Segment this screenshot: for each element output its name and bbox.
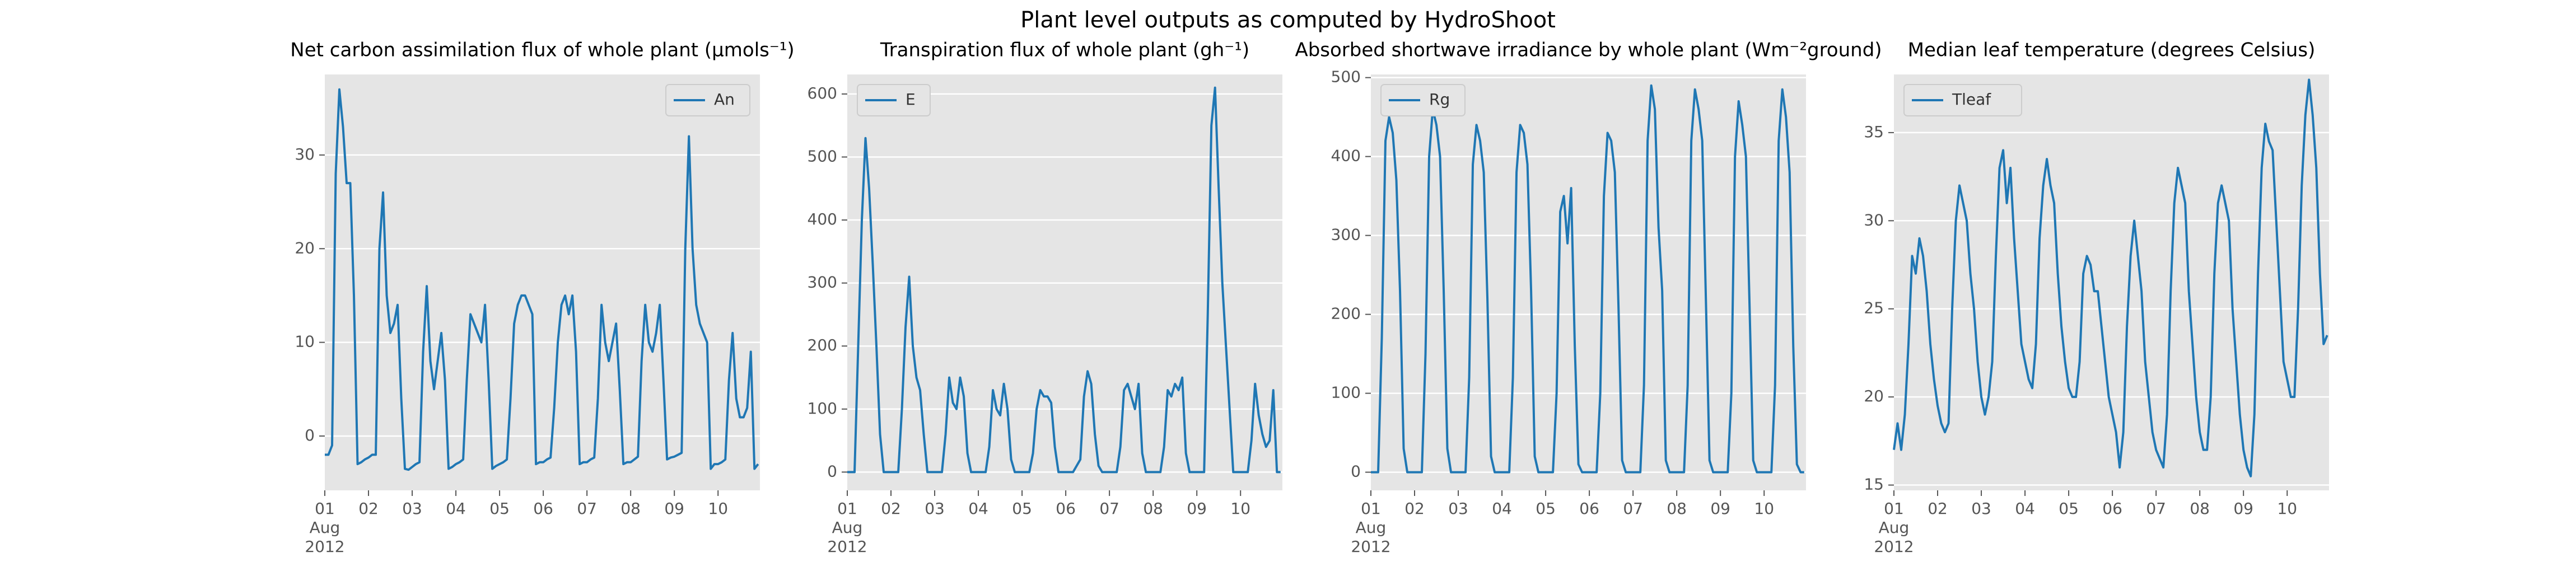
x-tick-label: 01 Aug 2012: [1351, 499, 1391, 556]
legend-box: [665, 84, 750, 116]
y-tick-label: 500: [808, 147, 837, 165]
y-tick-label: 0: [305, 426, 315, 444]
x-tick-label: 09: [2233, 499, 2253, 518]
data-line: [1371, 84, 1804, 474]
x-tick-label: 02: [358, 499, 379, 518]
y-tick-label: 0: [827, 462, 837, 480]
legend-box: [1903, 84, 2022, 116]
x-tick-label: 03: [402, 499, 422, 518]
y-tick-label: 25: [1864, 299, 1884, 317]
subplot-title: Absorbed shortwave irradiance by whole p…: [1295, 39, 1882, 62]
legend-label: E: [906, 90, 916, 109]
y-tick-label: 600: [808, 84, 837, 102]
x-tick-label: 07: [577, 499, 597, 518]
y-tick-label: 15: [1864, 475, 1884, 494]
x-tick-label: 07: [2146, 499, 2166, 518]
legend-label: An: [714, 90, 735, 109]
y-tick-label: 0: [1351, 462, 1361, 481]
plot-area: [1894, 74, 2329, 490]
x-tick-label: 02: [1928, 499, 1948, 518]
y-tick-label: 30: [1864, 210, 1884, 229]
x-tick-label: 05: [2059, 499, 2079, 518]
y-tick-label: 300: [1331, 226, 1361, 244]
data-line: [847, 86, 1281, 474]
plot-area: [325, 74, 760, 490]
legend-label: Tleaf: [1952, 90, 1991, 109]
x-tick-label: 03: [1448, 499, 1468, 518]
data-line: [1893, 78, 2328, 477]
x-tick-label: 08: [2190, 499, 2210, 518]
x-tick-label: 05: [1536, 499, 1556, 518]
x-tick-label: 10: [708, 499, 729, 518]
y-tick-label: 100: [1331, 383, 1361, 402]
x-tick-label: 09: [1710, 499, 1730, 518]
x-tick-label: 02: [1404, 499, 1425, 518]
x-tick-label: 10: [2277, 499, 2298, 518]
x-tick-label: 05: [489, 499, 510, 518]
x-tick-label: 09: [664, 499, 684, 518]
x-tick-label: 07: [1099, 499, 1119, 518]
y-tick-label: 200: [1331, 305, 1361, 323]
x-tick-label: 04: [2015, 499, 2035, 518]
x-tick-label: 05: [1012, 499, 1032, 518]
x-tick-label: 01 Aug 2012: [1874, 499, 1914, 556]
y-tick-label: 35: [1864, 123, 1884, 141]
legend-box: [1380, 84, 1466, 116]
x-tick-label: 07: [1623, 499, 1643, 518]
y-tick-label: 400: [1331, 147, 1361, 165]
y-tick-label: 300: [808, 273, 837, 292]
x-tick-label: 09: [1187, 499, 1207, 518]
x-tick-label: 06: [533, 499, 553, 518]
y-tick-label: 500: [1331, 68, 1361, 86]
x-tick-label: 06: [1579, 499, 1599, 518]
x-tick-label: 10: [1230, 499, 1251, 518]
subplot-title: Net carbon assimilation flux of whole pl…: [290, 39, 794, 62]
x-tick-label: 01 Aug 2012: [305, 499, 345, 556]
figure-title: Plant level outputs as computed by Hydro…: [1020, 7, 1556, 33]
x-tick-label: 04: [446, 499, 466, 518]
x-tick-label: 06: [2102, 499, 2122, 518]
y-tick-label: 30: [295, 145, 315, 163]
y-tick-label: 20: [295, 238, 315, 257]
subplot-title: Median leaf temperature (degrees Celsius…: [1908, 39, 2316, 62]
legend-label: Rg: [1429, 90, 1450, 109]
x-tick-label: 10: [1754, 499, 1775, 518]
x-tick-label: 02: [881, 499, 901, 518]
x-tick-label: 08: [1667, 499, 1687, 518]
x-tick-label: 03: [925, 499, 945, 518]
data-line: [325, 88, 759, 471]
x-tick-label: 08: [1143, 499, 1163, 518]
subplot-title: Transpiration flux of whole plant (gh⁻¹): [880, 39, 1249, 62]
y-tick-label: 100: [808, 399, 837, 418]
y-tick-label: 20: [1864, 387, 1884, 405]
x-tick-label: 03: [1971, 499, 1991, 518]
y-tick-label: 10: [295, 332, 315, 351]
x-tick-label: 08: [620, 499, 641, 518]
x-tick-label: 04: [968, 499, 988, 518]
x-tick-label: 01 Aug 2012: [827, 499, 867, 556]
x-tick-label: 06: [1056, 499, 1076, 518]
y-tick-label: 200: [808, 336, 837, 354]
y-tick-label: 400: [808, 210, 837, 228]
plot-area: [1371, 74, 1806, 490]
x-tick-label: 04: [1492, 499, 1512, 518]
